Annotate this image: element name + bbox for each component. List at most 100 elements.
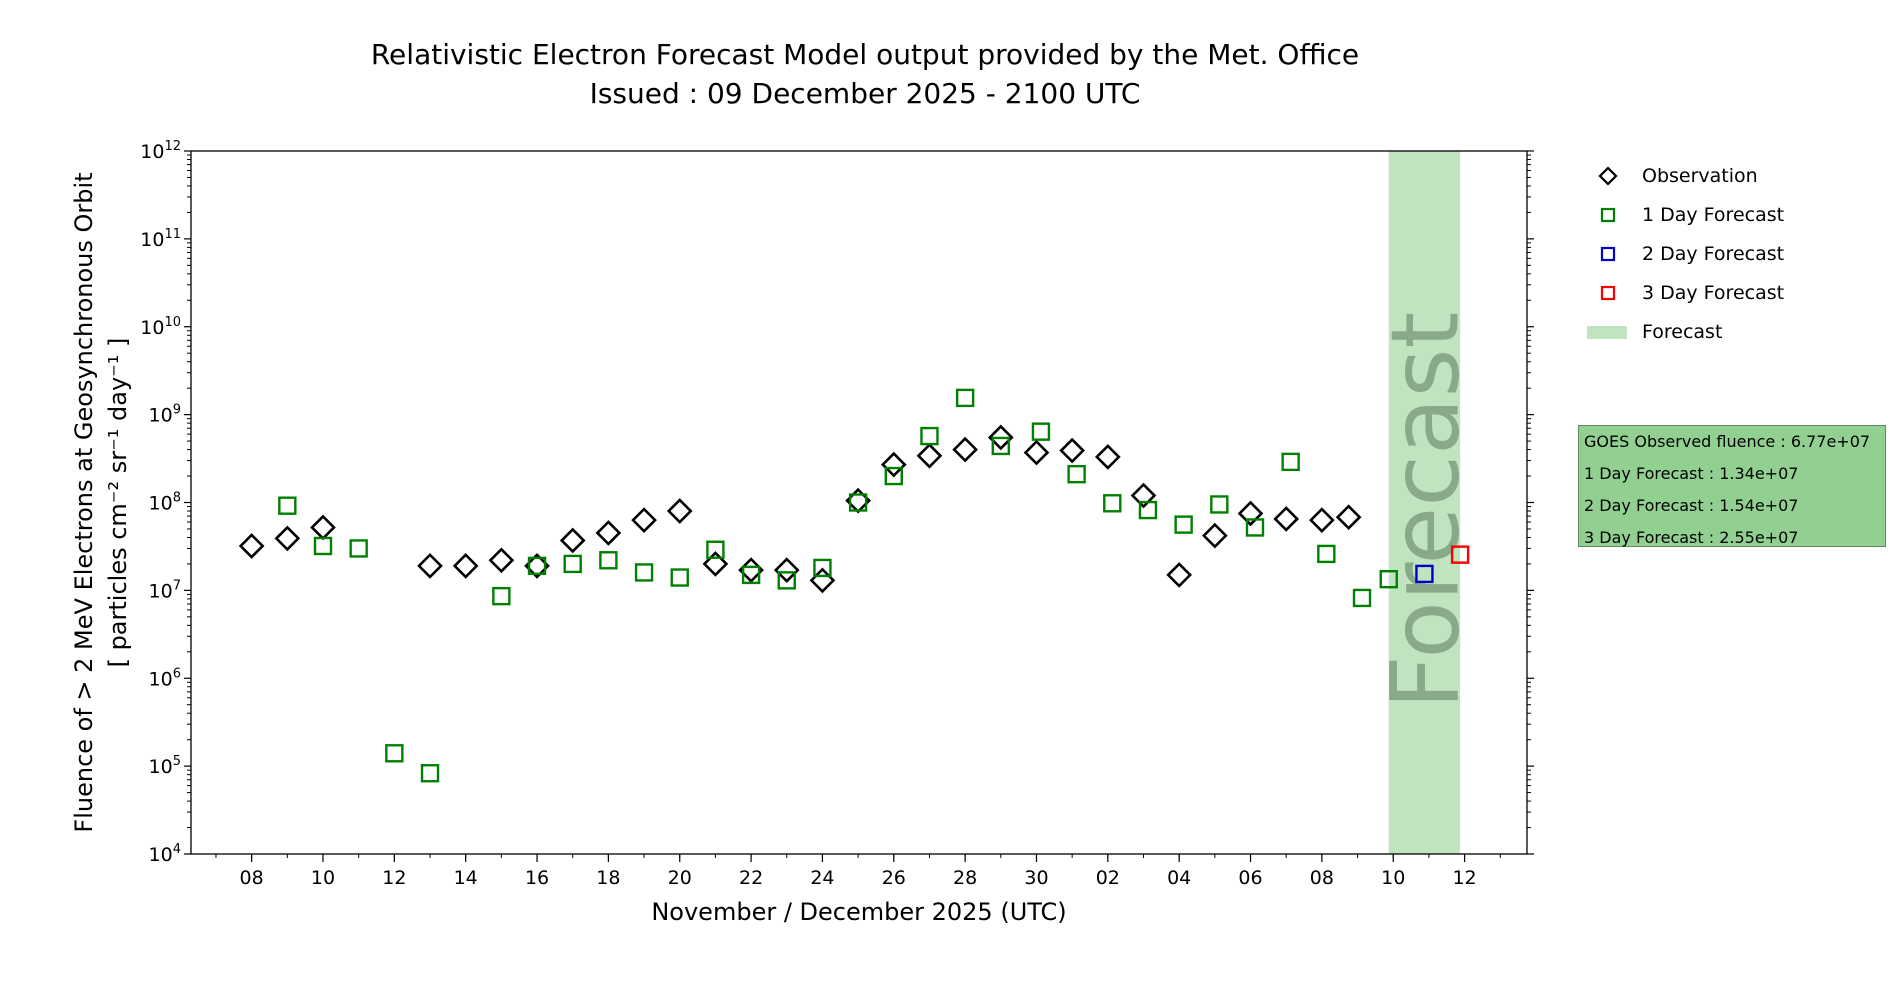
observation-point — [1335, 504, 1362, 531]
y-axis-label: Fluence of > 2 MeV Electrons at Geosynch… — [70, 172, 98, 832]
observation-point — [987, 424, 1014, 451]
forecast-point — [278, 496, 297, 515]
y-tick-label: 1011 — [140, 227, 181, 251]
y-tick-label: 109 — [149, 403, 181, 427]
fluence-summary-box: GOES Observed fluence : 6.77e+07 1 Day F… — [1578, 425, 1886, 547]
forecast-point — [1281, 452, 1300, 472]
forecast-point — [634, 563, 654, 582]
two-day-forecast-value: 2 Day Forecast : 1.54e+07 — [1584, 496, 1799, 515]
diamond-marker-icon — [1598, 166, 1618, 186]
forecast-point — [1352, 588, 1372, 608]
chart-subtitle: Issued : 09 December 2025 - 2100 UTC — [589, 77, 1141, 110]
forecast-point — [1174, 515, 1193, 534]
forecast-point — [527, 556, 547, 576]
x-tick-label: 18 — [596, 867, 620, 889]
y-axis-unit-label: [ particles cm⁻² sr⁻¹ day⁻¹ ] — [104, 338, 132, 668]
observation-point — [417, 553, 443, 579]
forecast-point — [1067, 464, 1086, 484]
observation-point — [702, 551, 729, 577]
forecast-point — [1317, 544, 1336, 564]
x-axis-label: November / December 2025 (UTC) — [651, 898, 1066, 926]
forecast-point — [492, 586, 511, 606]
forecast-point — [313, 536, 333, 556]
legend-label: Observation — [1642, 165, 1758, 187]
x-tick-label: 02 — [1096, 867, 1120, 889]
observation-point — [1059, 437, 1085, 464]
forecast-point — [1138, 500, 1158, 520]
observation-point — [1130, 482, 1157, 509]
band-swatch-icon — [1587, 326, 1627, 339]
y-tick-label: 108 — [149, 491, 181, 515]
forecast-point — [563, 554, 582, 574]
x-tick-label: 12 — [382, 867, 406, 889]
forecast-band — [1388, 151, 1461, 854]
y-tick-label: 1012 — [140, 139, 181, 163]
forecast-point — [599, 551, 618, 570]
forecast-point — [1379, 570, 1398, 589]
observation-point — [952, 436, 978, 463]
observation-point — [1273, 506, 1300, 532]
observation-point — [559, 527, 586, 554]
legend-label: Forecast — [1642, 321, 1723, 343]
x-tick-label: 30 — [1024, 867, 1048, 889]
y-tick-label: 105 — [149, 754, 181, 778]
x-tick-label: 10 — [1381, 867, 1405, 889]
observation-point — [1166, 562, 1193, 588]
observation-point — [666, 498, 693, 524]
legend-label: 2 Day Forecast — [1642, 243, 1785, 265]
x-tick-label: 16 — [525, 867, 549, 889]
forecast-point — [991, 436, 1011, 456]
forecast-point — [777, 571, 796, 590]
forecast-point — [420, 764, 440, 783]
forecast-point — [741, 565, 761, 585]
observation-point — [1309, 507, 1335, 533]
observation-point — [595, 520, 622, 546]
legend-label: 3 Day Forecast — [1642, 282, 1785, 304]
observation-point — [310, 514, 336, 541]
x-tick-label: 20 — [668, 867, 692, 889]
forecast-band-label: Forecast — [1371, 312, 1480, 710]
forecast-point — [1103, 494, 1122, 513]
forecast-point — [1245, 518, 1265, 537]
forecast-point — [848, 493, 868, 512]
chart-title: Relativistic Electron Forecast Model out… — [370, 38, 1360, 71]
observation-point — [238, 533, 265, 559]
square-marker-icon — [1600, 246, 1616, 262]
forecast-point — [884, 466, 903, 486]
series-observation — [238, 424, 1362, 594]
observation-point — [631, 507, 657, 533]
forecast-point — [1031, 422, 1051, 441]
observation-point — [1237, 500, 1264, 527]
legend-label: 1 Day Forecast — [1642, 204, 1785, 226]
x-tick-label: 08 — [240, 867, 264, 889]
observation-point — [1023, 439, 1050, 466]
three-day-forecast-value: 3 Day Forecast : 2.55e+07 — [1584, 528, 1799, 547]
forecast-point — [1415, 564, 1434, 584]
observation-point — [452, 553, 479, 579]
y-tick-label: 1010 — [140, 315, 181, 339]
observation-point — [916, 442, 943, 469]
series-1-day-forecast — [278, 388, 1398, 783]
goes-observed-fluence: GOES Observed fluence : 6.77e+07 — [1584, 432, 1871, 451]
x-tick-label: 06 — [1238, 867, 1262, 889]
observation-point — [1202, 522, 1228, 549]
x-tick-label: 28 — [953, 867, 977, 889]
series-2-day-forecast — [1415, 564, 1434, 584]
forecast-point — [706, 540, 725, 559]
observation-point — [1094, 444, 1121, 470]
observation-point — [880, 451, 907, 478]
one-day-forecast-value: 1 Day Forecast : 1.34e+07 — [1584, 464, 1799, 483]
x-tick-label: 12 — [1452, 867, 1476, 889]
square-marker-icon — [1600, 207, 1616, 223]
observation-point — [274, 525, 301, 552]
series-3-day-forecast — [1450, 545, 1470, 564]
y-tick-label: 104 — [149, 842, 181, 866]
square-marker-icon — [1600, 285, 1616, 301]
y-tick-label: 106 — [149, 666, 181, 690]
observation-point — [773, 557, 800, 583]
plot-frame — [190, 150, 1528, 855]
x-tick-label: 10 — [311, 867, 335, 889]
forecast-point — [670, 568, 689, 587]
y-tick-label: 107 — [149, 578, 181, 602]
